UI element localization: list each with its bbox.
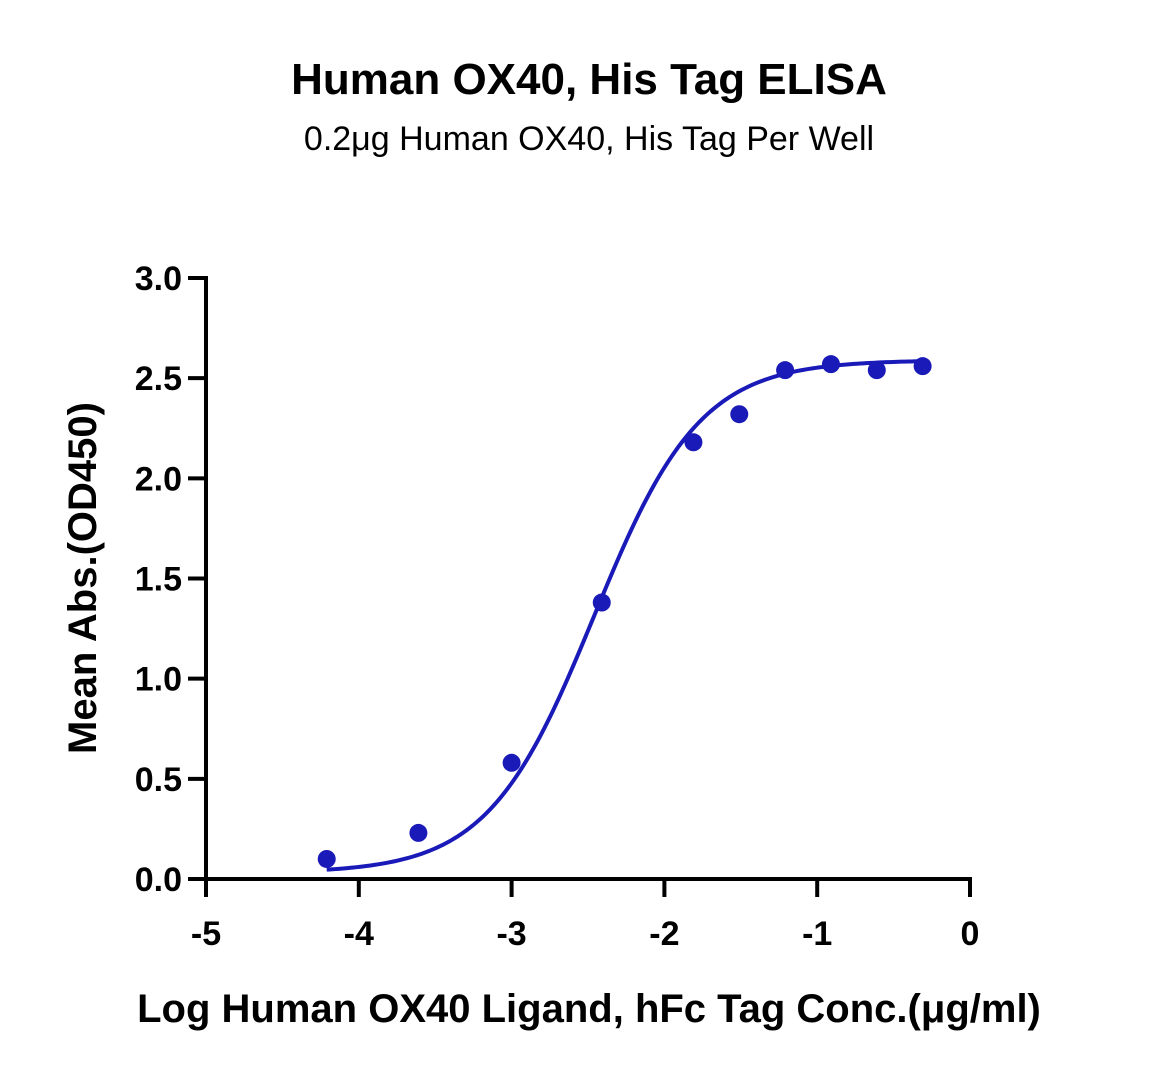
data-point (317, 849, 336, 868)
y-tick-label: 3.0 (135, 260, 182, 298)
y-axis-label: Mean Abs.(OD450) (61, 402, 105, 754)
chart-subtitle: 0.2μg Human OX40, His Tag Per Well (304, 120, 874, 158)
y-tick-label: 2.0 (135, 460, 182, 498)
chart-title: Human OX40, His Tag ELISA (291, 55, 887, 104)
data-point (592, 593, 611, 612)
x-axis-label: Log Human OX40 Ligand, hFc Tag Conc.(μg/… (137, 987, 1041, 1031)
data-points-layer (317, 355, 932, 868)
data-point (913, 357, 932, 376)
y-tick-label: 0.5 (135, 761, 182, 799)
x-axis: -5 -4 -3 -2 -1 0 (191, 877, 980, 953)
x-tick-label: -4 (344, 915, 374, 953)
y-tick-label: 1.5 (135, 561, 182, 599)
x-tick-label: -3 (496, 915, 526, 953)
data-point (502, 753, 521, 772)
data-point (821, 355, 840, 374)
x-tick-label: -2 (649, 915, 679, 953)
x-tick-label: -5 (191, 915, 221, 953)
fit-curve (326, 359, 923, 872)
y-axis: 0.0 0.5 1.0 1.5 2.0 2.5 3.0 (135, 260, 208, 899)
data-point (776, 361, 795, 380)
data-point (867, 361, 886, 380)
y-tick-label: 0.0 (135, 861, 182, 899)
x-tick-label: 0 (961, 915, 980, 953)
data-point (409, 823, 428, 842)
fit-curve-layer (326, 359, 923, 872)
x-tick-label: -1 (802, 915, 832, 953)
y-tick-label: 2.5 (135, 360, 182, 398)
y-tick-label: 1.0 (135, 661, 182, 699)
data-point (684, 433, 703, 452)
data-point (730, 405, 749, 424)
